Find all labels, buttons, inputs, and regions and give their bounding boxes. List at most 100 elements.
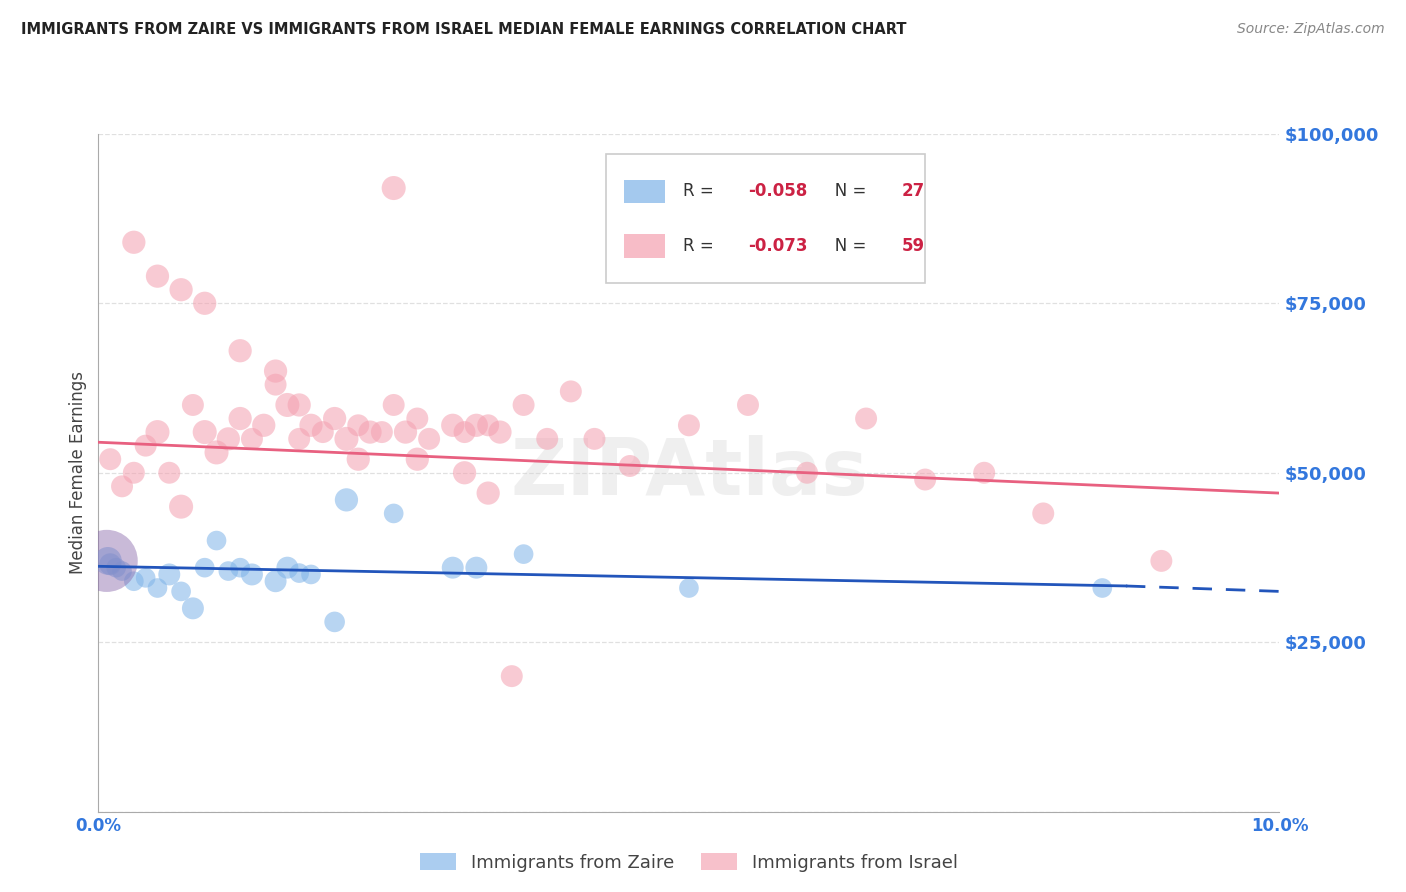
Point <box>157 466 180 480</box>
Point <box>194 296 217 310</box>
FancyBboxPatch shape <box>624 179 665 203</box>
Point <box>512 398 534 412</box>
Point <box>560 384 582 399</box>
Point <box>914 473 936 487</box>
Point <box>619 458 641 473</box>
Point <box>382 507 405 521</box>
Point <box>418 432 440 446</box>
Point <box>205 533 228 548</box>
Point <box>465 560 488 574</box>
Point <box>240 567 263 582</box>
Text: N =: N = <box>818 183 872 201</box>
Point <box>98 452 121 467</box>
Point <box>194 425 217 439</box>
Point <box>194 560 217 574</box>
Point <box>1032 507 1054 521</box>
Point <box>441 418 464 433</box>
Point <box>347 452 370 467</box>
Point <box>122 574 145 589</box>
Text: ZIPAtlas: ZIPAtlas <box>510 434 868 511</box>
Point <box>288 432 311 446</box>
Point <box>382 181 405 195</box>
Point <box>288 566 311 580</box>
Point <box>371 425 394 439</box>
Point <box>264 364 287 378</box>
Point <box>111 564 134 578</box>
Point <box>347 418 370 433</box>
Text: Source: ZipAtlas.com: Source: ZipAtlas.com <box>1237 22 1385 37</box>
Point <box>146 581 169 595</box>
Point <box>299 418 322 433</box>
Point <box>229 411 252 425</box>
Point <box>465 418 488 433</box>
Point <box>135 571 157 585</box>
Point <box>323 411 346 425</box>
Text: IMMIGRANTS FROM ZAIRE VS IMMIGRANTS FROM ISRAEL MEDIAN FEMALE EARNINGS CORRELATI: IMMIGRANTS FROM ZAIRE VS IMMIGRANTS FROM… <box>21 22 907 37</box>
Legend: Immigrants from Zaire, Immigrants from Israel: Immigrants from Zaire, Immigrants from I… <box>411 844 967 880</box>
Point <box>146 425 169 439</box>
Point <box>288 398 311 412</box>
Point <box>217 564 239 578</box>
Text: -0.073: -0.073 <box>748 236 807 254</box>
Point <box>98 558 121 572</box>
Point <box>96 554 118 568</box>
Point <box>678 418 700 433</box>
Point <box>678 581 700 595</box>
Point <box>1150 554 1173 568</box>
Point <box>240 432 263 446</box>
Point <box>170 500 193 514</box>
Point <box>229 560 252 574</box>
Point <box>122 466 145 480</box>
Point <box>453 466 475 480</box>
Point <box>253 418 276 433</box>
Point <box>312 425 335 439</box>
Point <box>477 418 499 433</box>
Point <box>157 567 180 582</box>
Point <box>335 432 357 446</box>
Point <box>477 486 499 500</box>
Point <box>111 479 134 493</box>
Point <box>323 615 346 629</box>
Point <box>181 601 204 615</box>
Point <box>170 584 193 599</box>
Y-axis label: Median Female Earnings: Median Female Earnings <box>69 371 87 574</box>
Point <box>441 560 464 574</box>
Point <box>406 411 429 425</box>
Point <box>394 425 416 439</box>
Point <box>501 669 523 683</box>
Point <box>276 398 298 412</box>
Text: R =: R = <box>683 236 718 254</box>
Point <box>122 235 145 250</box>
Point <box>453 425 475 439</box>
Point <box>536 432 558 446</box>
Point <box>146 269 169 284</box>
Point <box>181 398 204 412</box>
Point <box>170 283 193 297</box>
Point <box>276 560 298 574</box>
Point <box>855 411 877 425</box>
Text: R =: R = <box>683 183 718 201</box>
Point <box>1091 581 1114 595</box>
Point <box>229 343 252 358</box>
Point <box>737 398 759 412</box>
Point <box>406 452 429 467</box>
Point <box>583 432 606 446</box>
Point <box>264 574 287 589</box>
FancyBboxPatch shape <box>624 234 665 258</box>
Point <box>335 492 357 507</box>
Text: 27: 27 <box>901 183 925 201</box>
Point <box>796 466 818 480</box>
Point <box>135 439 157 453</box>
Text: 59: 59 <box>901 236 925 254</box>
Point <box>299 567 322 582</box>
Text: N =: N = <box>818 236 872 254</box>
Point <box>217 432 239 446</box>
Point <box>512 547 534 561</box>
Point <box>264 377 287 392</box>
Point <box>973 466 995 480</box>
Point <box>382 398 405 412</box>
Point <box>105 560 128 574</box>
Text: -0.058: -0.058 <box>748 183 807 201</box>
Point <box>489 425 512 439</box>
Point <box>359 425 381 439</box>
